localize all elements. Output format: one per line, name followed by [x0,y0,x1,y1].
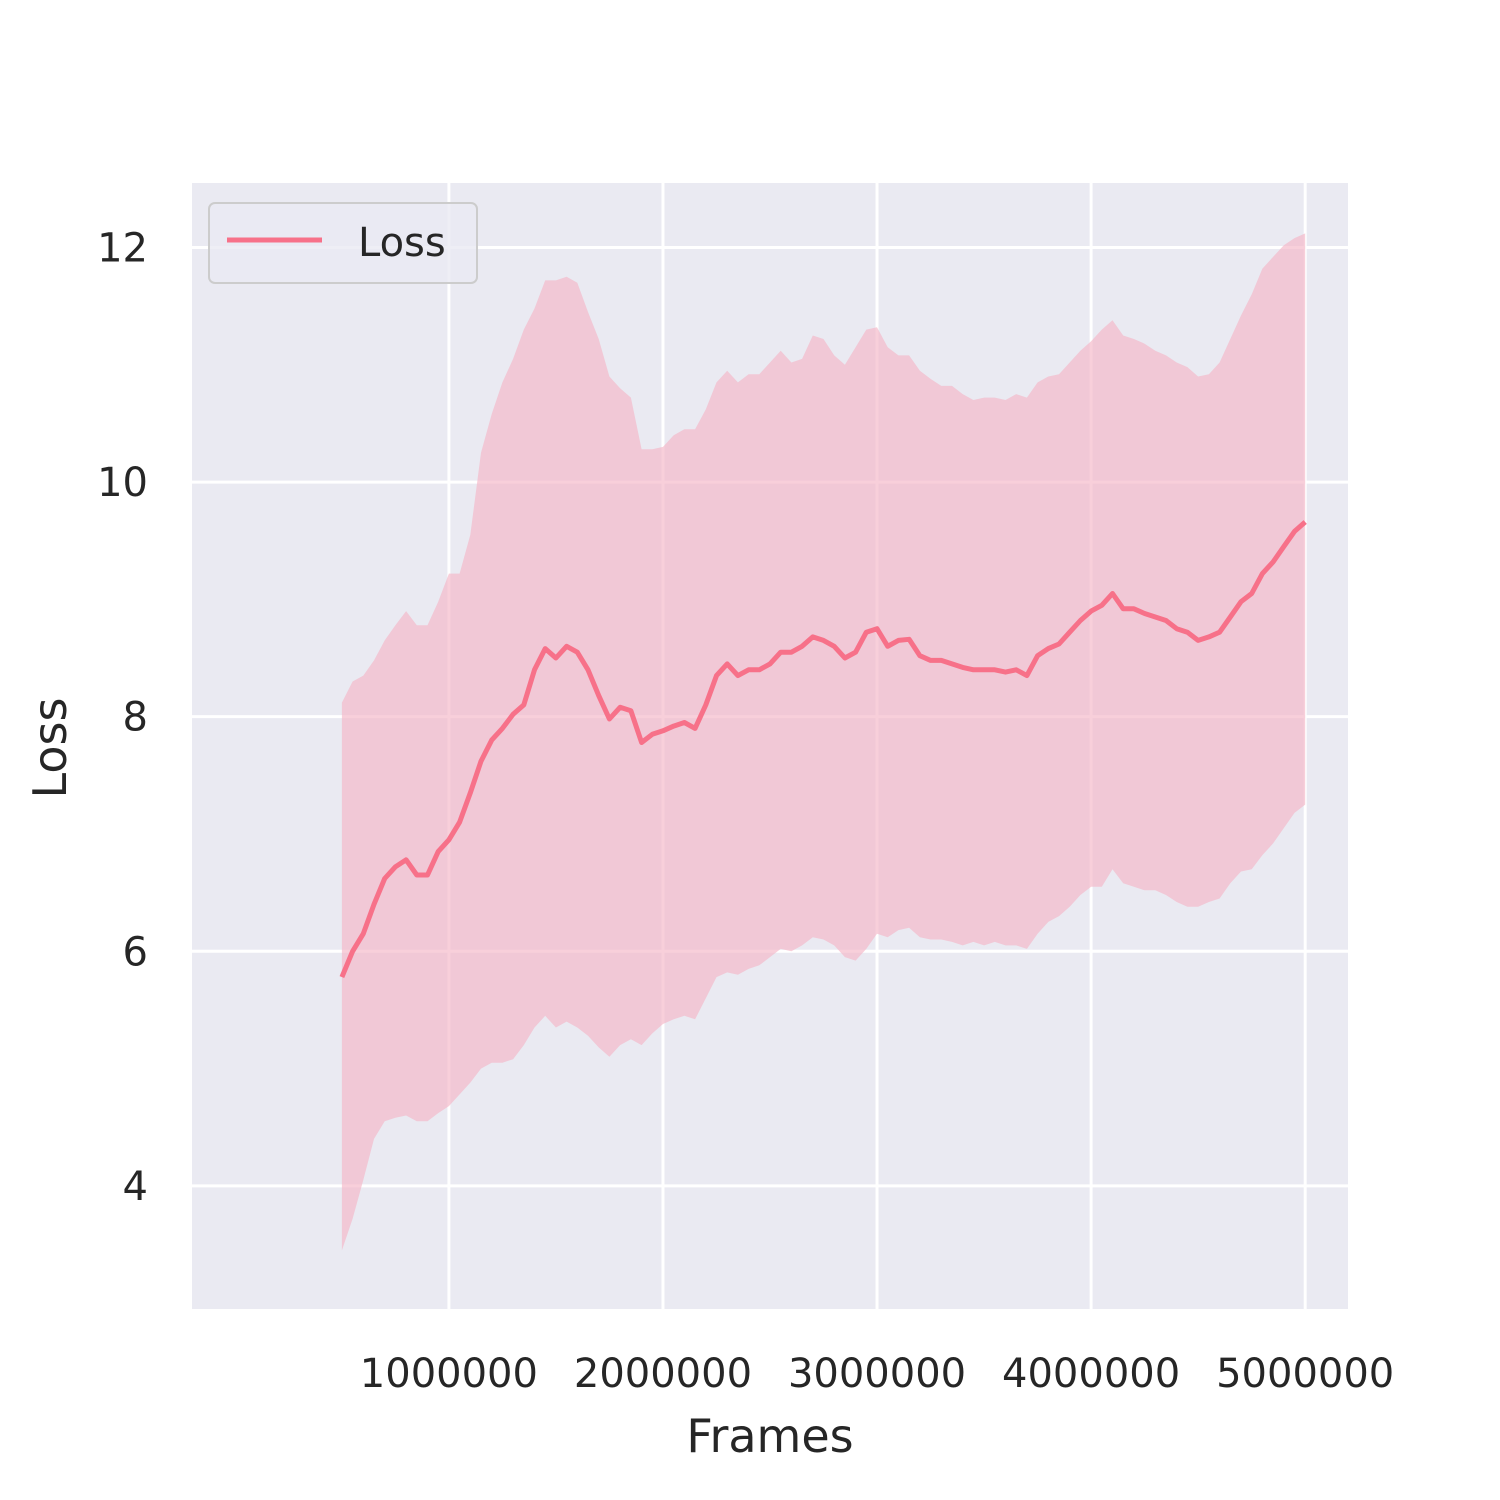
y-tick-label: 10 [97,460,148,506]
x-tick-labels: 1000000 2000000 3000000 4000000 5000000 [360,1351,1394,1397]
legend-label: Loss [358,220,446,266]
x-tick-label: 5000000 [1216,1351,1394,1397]
x-tick-label: 3000000 [788,1351,966,1397]
y-axis-label: Loss [23,698,77,799]
x-tick-label: 4000000 [1002,1351,1180,1397]
y-tick-label: 6 [123,929,148,975]
x-axis-label: Frames [686,1409,853,1463]
y-tick-label: 4 [123,1164,148,1210]
y-tick-label: 8 [123,695,148,741]
loss-confidence-band [341,233,1306,1251]
x-tick-label: 1000000 [360,1351,538,1397]
y-tick-labels: 4 6 8 10 12 [97,226,148,1210]
x-tick-label: 2000000 [574,1351,752,1397]
loss-line [339,520,1307,979]
y-tick-label: 12 [97,226,148,272]
legend: Loss [208,202,478,284]
legend-box [208,202,478,284]
